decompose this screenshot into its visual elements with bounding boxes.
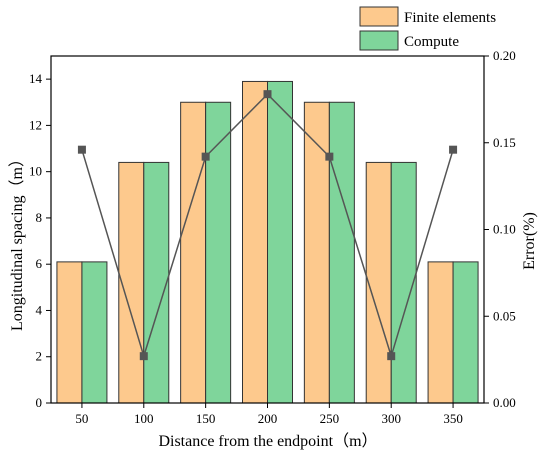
bar-finite-elements	[180, 101, 207, 404]
bar-compute	[267, 80, 293, 404]
bar-compute	[143, 161, 170, 404]
y-tick-label: 8	[36, 210, 43, 225]
x-tick-label: 300	[381, 411, 401, 426]
legend-label-finite-elements: Finite elements	[404, 10, 496, 26]
error-marker	[387, 352, 396, 361]
y2-tick-label: 0.15	[493, 135, 516, 150]
error-marker	[77, 145, 86, 154]
bar-compute	[81, 261, 108, 404]
error-marker	[201, 152, 210, 161]
x-axis-title: Distance from the endpoint（m）	[158, 432, 377, 450]
plot-area: 0 2 4 6 8 10 12 14 0.00 0.05 0.10 0.15 0.20 50 100 150 2…	[29, 48, 516, 426]
x-tick-label: 200	[258, 411, 278, 426]
y2-tick-label: 0.05	[493, 308, 516, 323]
bar-compute	[328, 101, 355, 404]
y-tick-label: 10	[29, 164, 42, 179]
bar-finite-elements	[242, 80, 268, 404]
bar-finite-elements	[427, 261, 454, 404]
error-marker	[325, 152, 334, 161]
bar-finite-elements	[365, 161, 392, 404]
error-marker	[449, 145, 458, 154]
y-axis-title: Longitudinal spacing（m）	[8, 151, 26, 331]
y-tick-label: 14	[29, 71, 43, 86]
y2-axis-title: Error(%)	[521, 212, 538, 270]
x-tick-label: 150	[196, 411, 216, 426]
legend: Finite elements Compute	[359, 6, 496, 51]
y-tick-label: 6	[36, 256, 43, 271]
y-tick-label: 4	[36, 302, 43, 317]
bar-finite-elements	[56, 261, 83, 404]
y2-tick-label: 0.00	[493, 395, 516, 410]
y-tick-label: 2	[36, 349, 43, 364]
x-tick-label: 50	[75, 411, 88, 426]
bar-finite-elements	[303, 101, 330, 404]
legend-swatch-compute	[359, 30, 399, 51]
x-tick-label: 350	[443, 411, 463, 426]
bar-compute	[452, 261, 479, 404]
bar-finite-elements	[118, 161, 145, 404]
y2-tick-label: 0.20	[493, 48, 516, 63]
error-marker	[263, 90, 272, 99]
error-marker	[139, 352, 148, 361]
y-tick-label: 0	[36, 395, 43, 410]
y-tick-label: 12	[29, 117, 42, 132]
bar-compute	[205, 101, 232, 404]
bar-compute	[390, 161, 417, 404]
legend-swatch-finite-elements	[359, 6, 399, 27]
x-tick-label: 100	[134, 411, 154, 426]
x-tick-label: 250	[320, 411, 340, 426]
y2-tick-label: 0.10	[493, 222, 516, 237]
legend-label-compute: Compute	[404, 34, 459, 50]
